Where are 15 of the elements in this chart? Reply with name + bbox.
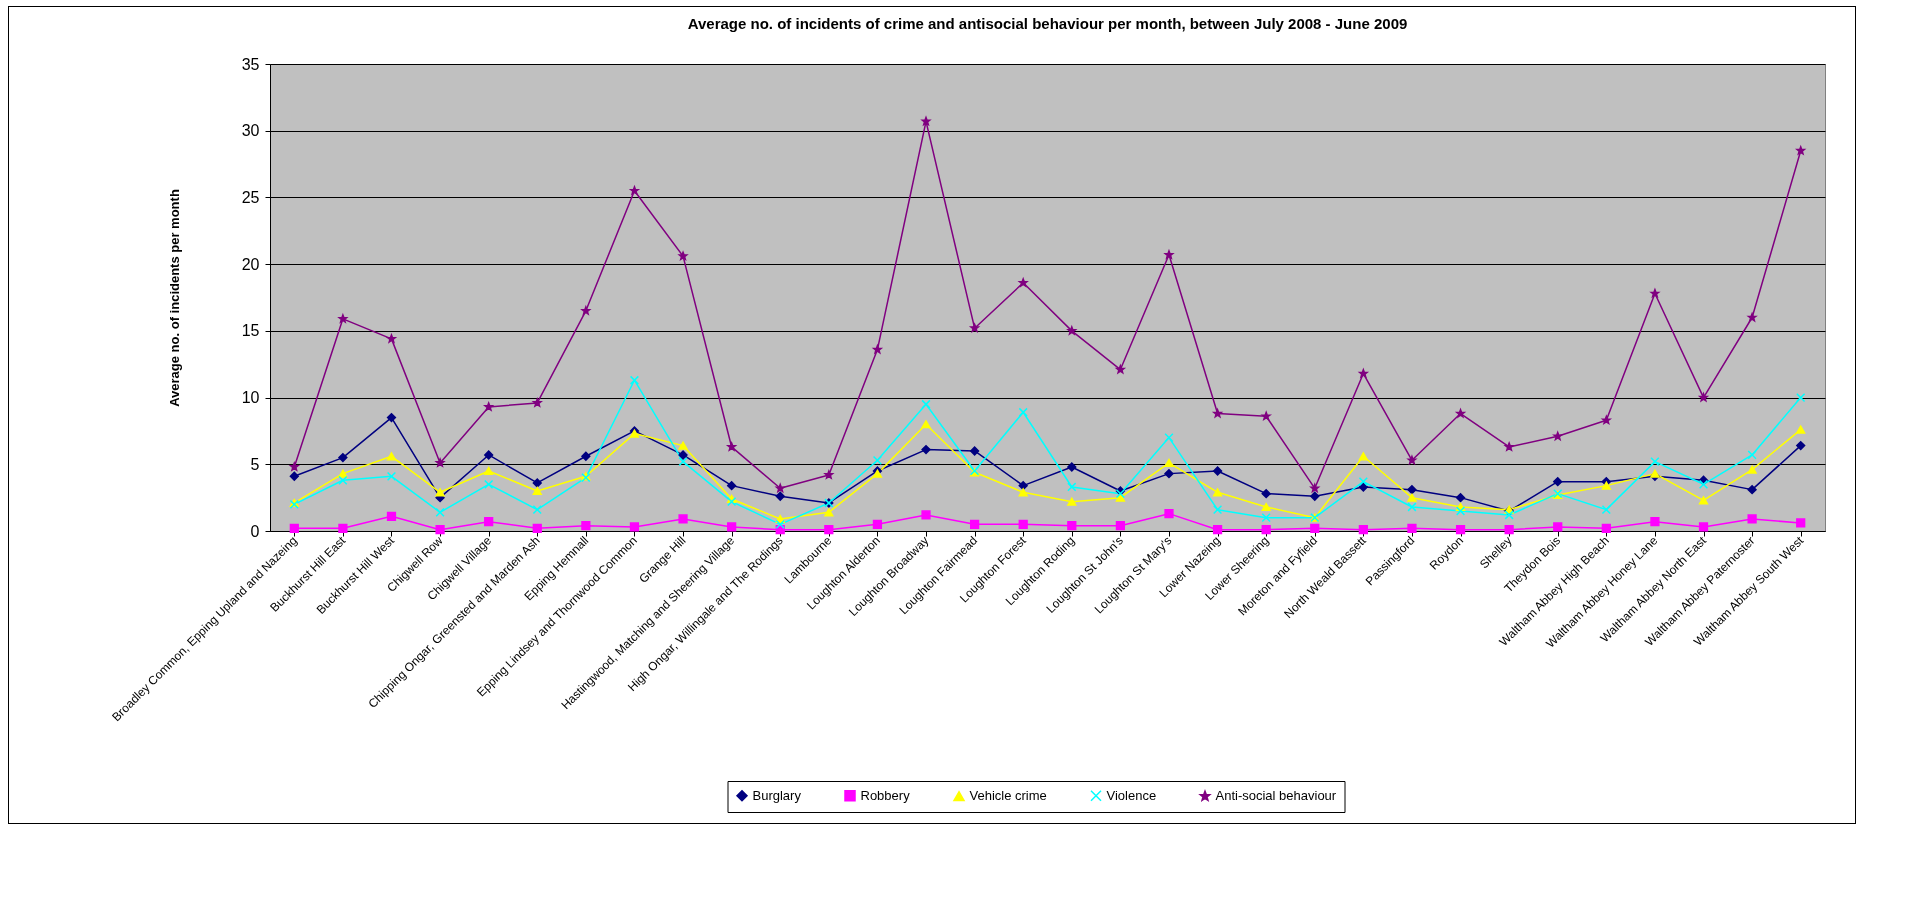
y-axis-title: Average no. of incidents per month xyxy=(166,189,182,407)
legend-label: Robbery xyxy=(860,787,911,803)
chart-title: Average no. of incidents of crime and antisocial behaviour per month, between July 2008 - June 2009 xyxy=(687,15,1408,32)
y-tick-label: 20 xyxy=(241,255,260,273)
legend-label: Vehicle crime xyxy=(969,788,1047,804)
y-tick-label: 10 xyxy=(241,389,260,407)
y-tick-label: 30 xyxy=(241,122,260,140)
y-tick-label: 0 xyxy=(250,522,260,540)
y-tick-label: 5 xyxy=(250,455,260,473)
y-tick-label: 35 xyxy=(241,55,260,73)
legend-label: Anti-social behaviour xyxy=(1215,788,1337,804)
legend-label: Violence xyxy=(1106,787,1157,803)
y-tick-label: 25 xyxy=(241,188,260,206)
legend-label: Burglary xyxy=(752,787,802,803)
y-tick-label: 15 xyxy=(241,322,260,340)
